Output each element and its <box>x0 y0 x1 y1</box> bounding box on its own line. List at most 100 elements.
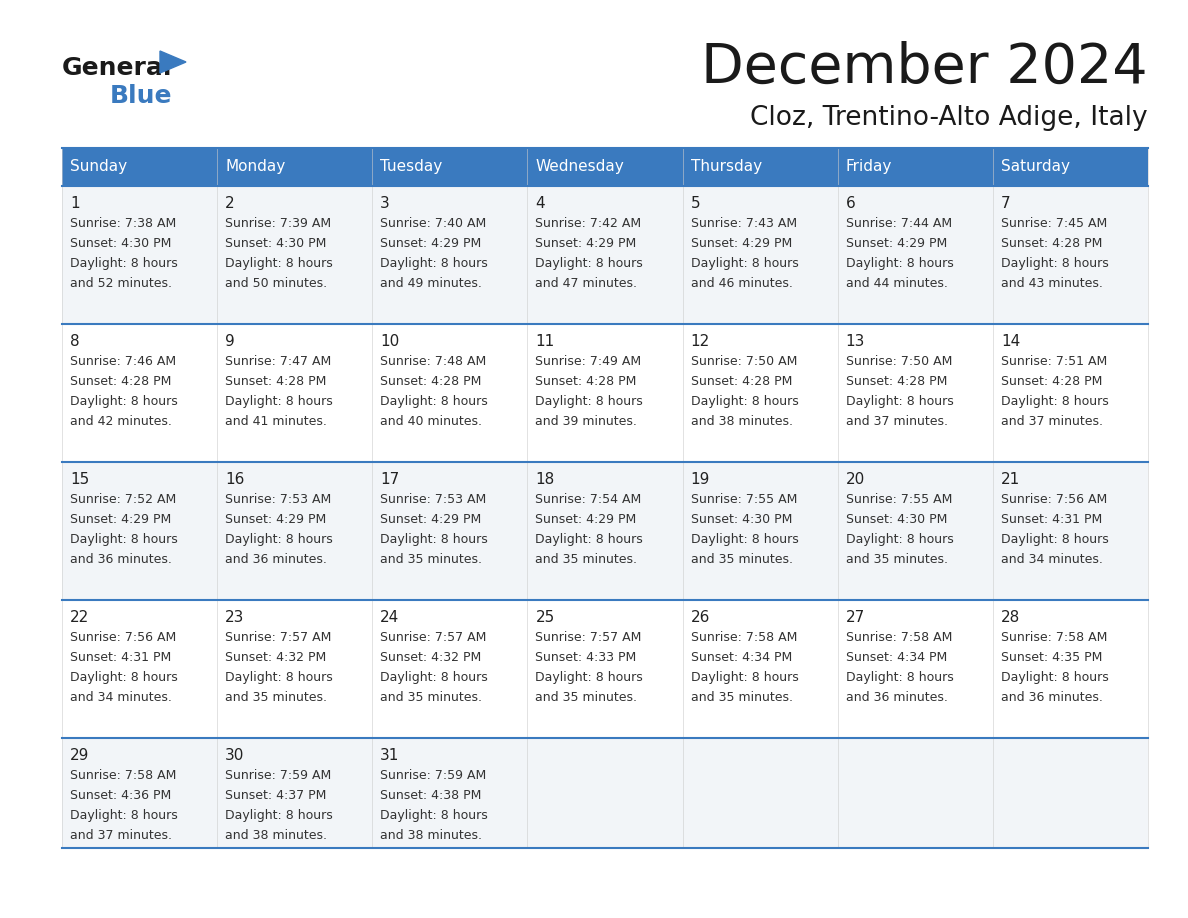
Text: Sunrise: 7:39 AM: Sunrise: 7:39 AM <box>226 218 331 230</box>
Text: and 35 minutes.: and 35 minutes. <box>380 691 482 704</box>
Text: Sunset: 4:28 PM: Sunset: 4:28 PM <box>536 375 637 388</box>
Text: Daylight: 8 hours: Daylight: 8 hours <box>380 671 488 684</box>
Text: Blue: Blue <box>110 84 172 108</box>
Text: and 35 minutes.: and 35 minutes. <box>226 691 327 704</box>
Text: 10: 10 <box>380 334 399 349</box>
Text: Sunrise: 7:57 AM: Sunrise: 7:57 AM <box>536 632 642 644</box>
Text: Daylight: 8 hours: Daylight: 8 hours <box>846 395 954 408</box>
Text: Tuesday: Tuesday <box>380 160 443 174</box>
Text: 23: 23 <box>226 610 245 625</box>
Text: Sunrise: 7:55 AM: Sunrise: 7:55 AM <box>690 494 797 507</box>
Text: Wednesday: Wednesday <box>536 160 624 174</box>
Text: Daylight: 8 hours: Daylight: 8 hours <box>690 671 798 684</box>
Text: and 38 minutes.: and 38 minutes. <box>690 415 792 428</box>
Text: Sunrise: 7:56 AM: Sunrise: 7:56 AM <box>1000 494 1107 507</box>
Text: Thursday: Thursday <box>690 160 762 174</box>
Text: Daylight: 8 hours: Daylight: 8 hours <box>1000 257 1108 270</box>
Text: General: General <box>62 56 172 80</box>
Text: and 52 minutes.: and 52 minutes. <box>70 277 172 290</box>
Text: and 40 minutes.: and 40 minutes. <box>380 415 482 428</box>
Text: Sunset: 4:29 PM: Sunset: 4:29 PM <box>380 513 481 526</box>
Text: Daylight: 8 hours: Daylight: 8 hours <box>70 671 178 684</box>
Text: Sunset: 4:28 PM: Sunset: 4:28 PM <box>70 375 171 388</box>
Text: Daylight: 8 hours: Daylight: 8 hours <box>70 533 178 546</box>
Text: Sunset: 4:31 PM: Sunset: 4:31 PM <box>1000 513 1102 526</box>
Polygon shape <box>160 51 187 73</box>
Text: Daylight: 8 hours: Daylight: 8 hours <box>226 809 333 822</box>
Text: and 49 minutes.: and 49 minutes. <box>380 277 482 290</box>
Text: Daylight: 8 hours: Daylight: 8 hours <box>226 257 333 270</box>
Text: Daylight: 8 hours: Daylight: 8 hours <box>380 809 488 822</box>
Text: 5: 5 <box>690 196 700 211</box>
Text: Sunrise: 7:48 AM: Sunrise: 7:48 AM <box>380 355 487 368</box>
Text: Sunset: 4:29 PM: Sunset: 4:29 PM <box>536 237 637 251</box>
Text: 20: 20 <box>846 472 865 487</box>
Text: Cloz, Trentino-Alto Adige, Italy: Cloz, Trentino-Alto Adige, Italy <box>751 105 1148 131</box>
Text: 26: 26 <box>690 610 710 625</box>
Text: Sunset: 4:34 PM: Sunset: 4:34 PM <box>690 651 792 665</box>
Text: and 35 minutes.: and 35 minutes. <box>536 553 638 565</box>
Text: Sunrise: 7:44 AM: Sunrise: 7:44 AM <box>846 218 952 230</box>
Text: 30: 30 <box>226 748 245 763</box>
Text: 1: 1 <box>70 196 80 211</box>
Text: Daylight: 8 hours: Daylight: 8 hours <box>70 257 178 270</box>
Text: Daylight: 8 hours: Daylight: 8 hours <box>536 257 643 270</box>
Text: Daylight: 8 hours: Daylight: 8 hours <box>846 257 954 270</box>
Text: Sunset: 4:29 PM: Sunset: 4:29 PM <box>536 513 637 526</box>
Text: Sunset: 4:28 PM: Sunset: 4:28 PM <box>226 375 327 388</box>
Text: and 36 minutes.: and 36 minutes. <box>70 553 172 565</box>
Text: and 39 minutes.: and 39 minutes. <box>536 415 637 428</box>
Text: Daylight: 8 hours: Daylight: 8 hours <box>536 533 643 546</box>
Text: Daylight: 8 hours: Daylight: 8 hours <box>536 395 643 408</box>
Text: 22: 22 <box>70 610 89 625</box>
Text: and 36 minutes.: and 36 minutes. <box>226 553 327 565</box>
Text: Sunrise: 7:49 AM: Sunrise: 7:49 AM <box>536 355 642 368</box>
Text: Sunset: 4:32 PM: Sunset: 4:32 PM <box>226 651 327 665</box>
Text: Sunset: 4:29 PM: Sunset: 4:29 PM <box>690 237 792 251</box>
Text: Daylight: 8 hours: Daylight: 8 hours <box>690 533 798 546</box>
Text: and 35 minutes.: and 35 minutes. <box>380 553 482 565</box>
Text: Friday: Friday <box>846 160 892 174</box>
Text: Sunset: 4:38 PM: Sunset: 4:38 PM <box>380 789 481 802</box>
Text: Daylight: 8 hours: Daylight: 8 hours <box>846 671 954 684</box>
Text: Sunset: 4:28 PM: Sunset: 4:28 PM <box>380 375 481 388</box>
Text: 15: 15 <box>70 472 89 487</box>
Text: and 34 minutes.: and 34 minutes. <box>70 691 172 704</box>
Text: Sunrise: 7:46 AM: Sunrise: 7:46 AM <box>70 355 176 368</box>
Text: Sunset: 4:28 PM: Sunset: 4:28 PM <box>1000 237 1102 251</box>
Text: Sunrise: 7:57 AM: Sunrise: 7:57 AM <box>380 632 487 644</box>
Text: 12: 12 <box>690 334 709 349</box>
Text: Sunset: 4:33 PM: Sunset: 4:33 PM <box>536 651 637 665</box>
Text: Sunset: 4:30 PM: Sunset: 4:30 PM <box>846 513 947 526</box>
Text: Sunrise: 7:53 AM: Sunrise: 7:53 AM <box>226 494 331 507</box>
Text: Sunset: 4:28 PM: Sunset: 4:28 PM <box>690 375 792 388</box>
Text: 4: 4 <box>536 196 545 211</box>
Text: Sunrise: 7:59 AM: Sunrise: 7:59 AM <box>380 769 487 782</box>
Text: Sunrise: 7:53 AM: Sunrise: 7:53 AM <box>380 494 487 507</box>
Text: Sunrise: 7:38 AM: Sunrise: 7:38 AM <box>70 218 176 230</box>
Text: Sunset: 4:32 PM: Sunset: 4:32 PM <box>380 651 481 665</box>
Text: Sunset: 4:37 PM: Sunset: 4:37 PM <box>226 789 327 802</box>
Text: 8: 8 <box>70 334 80 349</box>
Text: Sunrise: 7:42 AM: Sunrise: 7:42 AM <box>536 218 642 230</box>
Text: Daylight: 8 hours: Daylight: 8 hours <box>226 671 333 684</box>
Text: December 2024: December 2024 <box>701 41 1148 95</box>
Text: and 35 minutes.: and 35 minutes. <box>690 553 792 565</box>
Text: Saturday: Saturday <box>1000 160 1070 174</box>
Text: and 47 minutes.: and 47 minutes. <box>536 277 638 290</box>
Text: Sunset: 4:34 PM: Sunset: 4:34 PM <box>846 651 947 665</box>
Text: 7: 7 <box>1000 196 1011 211</box>
Text: Sunset: 4:29 PM: Sunset: 4:29 PM <box>70 513 171 526</box>
Text: 18: 18 <box>536 472 555 487</box>
Text: Sunset: 4:36 PM: Sunset: 4:36 PM <box>70 789 171 802</box>
Text: and 46 minutes.: and 46 minutes. <box>690 277 792 290</box>
Bar <box>62 324 1148 462</box>
Bar <box>62 148 1148 186</box>
Text: Sunset: 4:29 PM: Sunset: 4:29 PM <box>846 237 947 251</box>
Text: 27: 27 <box>846 610 865 625</box>
Text: Sunset: 4:29 PM: Sunset: 4:29 PM <box>380 237 481 251</box>
Text: Sunrise: 7:54 AM: Sunrise: 7:54 AM <box>536 494 642 507</box>
Text: 24: 24 <box>380 610 399 625</box>
Text: 11: 11 <box>536 334 555 349</box>
Text: 14: 14 <box>1000 334 1020 349</box>
